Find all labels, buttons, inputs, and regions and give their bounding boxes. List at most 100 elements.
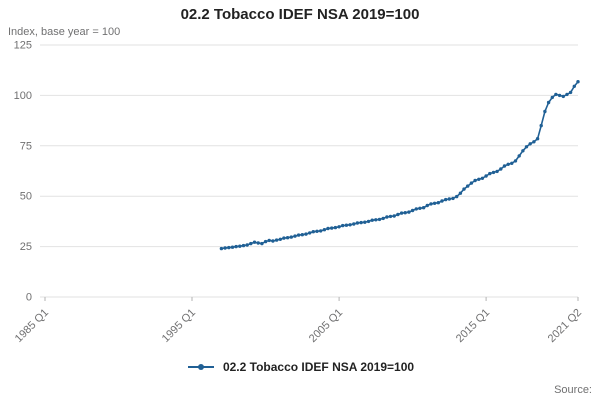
data-point — [561, 94, 565, 99]
legend: 02.2 Tobacco IDEF NSA 2019=100 — [0, 360, 600, 374]
data-point — [550, 95, 554, 100]
data-point — [447, 197, 451, 201]
data-point — [458, 191, 463, 195]
data-point — [256, 241, 260, 245]
data-point — [300, 233, 304, 237]
y-tick-label: 50 — [20, 191, 32, 203]
data-point — [282, 236, 286, 240]
y-axis-unit-label: Index, base year = 100 — [8, 26, 121, 38]
data-point — [418, 206, 422, 210]
data-point — [480, 176, 485, 180]
data-point — [554, 92, 558, 97]
data-point — [425, 203, 429, 208]
data-point — [491, 170, 496, 175]
data-point — [432, 201, 437, 205]
data-point — [230, 245, 235, 249]
data-point — [495, 169, 499, 174]
data-point — [528, 142, 532, 146]
data-point — [484, 174, 488, 178]
data-point — [337, 225, 341, 229]
data-point — [326, 226, 330, 231]
data-point — [455, 194, 459, 199]
y-tick-label: 100 — [14, 90, 32, 102]
data-point — [315, 229, 319, 233]
data-point — [308, 231, 312, 235]
data-point — [513, 159, 518, 163]
y-tick-label: 25 — [20, 241, 32, 253]
data-point — [374, 218, 378, 222]
data-point — [234, 244, 238, 249]
data-point — [388, 214, 393, 219]
chart-title: 02.2 Tobacco IDEF NSA 2019=100 — [180, 6, 420, 23]
data-point — [359, 220, 363, 225]
data-point — [263, 239, 268, 244]
data-point — [517, 154, 521, 158]
data-point — [469, 181, 474, 185]
y-tick-label: 75 — [20, 140, 32, 152]
y-tick-label: 0 — [26, 292, 32, 304]
data-point — [352, 222, 356, 226]
data-point — [260, 241, 264, 246]
data-point — [274, 238, 279, 242]
data-point — [219, 246, 224, 251]
data-point — [466, 184, 470, 188]
data-point — [392, 214, 396, 218]
data-point — [543, 109, 547, 114]
data-point — [403, 211, 407, 215]
data-point — [396, 212, 400, 217]
data-point — [421, 206, 426, 210]
data-point — [223, 246, 227, 250]
data-point — [451, 196, 455, 201]
data-point — [565, 92, 569, 97]
data-point — [241, 243, 246, 248]
data-line — [221, 81, 579, 250]
data-point — [271, 239, 275, 243]
data-point — [502, 164, 507, 168]
data-point — [333, 225, 338, 230]
data-point — [546, 100, 551, 105]
data-point — [370, 218, 374, 222]
data-point — [524, 145, 529, 149]
data-point — [304, 232, 308, 236]
data-point — [285, 236, 290, 240]
x-tick-label: 2015 Q1 — [454, 307, 492, 345]
data-point — [557, 93, 562, 98]
legend-label: 02.2 Tobacco IDEF NSA 2019=100 — [222, 360, 415, 374]
data-point — [267, 238, 271, 243]
data-point — [319, 229, 323, 233]
data-point — [363, 220, 367, 224]
data-point — [407, 210, 411, 214]
data-point — [341, 223, 345, 228]
data-point — [473, 178, 477, 183]
x-tick-label: 2021 Q2 — [546, 307, 584, 345]
data-point — [488, 171, 492, 176]
data-point — [330, 226, 334, 230]
data-point — [293, 234, 297, 238]
data-point — [521, 149, 525, 153]
data-point — [296, 233, 301, 237]
data-point — [238, 244, 242, 248]
data-point — [535, 137, 540, 141]
data-point — [344, 223, 349, 227]
data-point — [249, 241, 253, 246]
data-point — [227, 245, 231, 250]
plot-area: 0 25 50 75 100 125 1985 Q1 1995 Q1 2005 Q1 2015 Q… — [13, 40, 584, 345]
data-point — [289, 235, 293, 239]
y-tick-label: 125 — [14, 40, 32, 52]
data-point — [572, 84, 576, 88]
data-point — [410, 208, 415, 213]
data-point — [462, 187, 466, 191]
data-point — [499, 167, 503, 171]
data-point — [532, 140, 536, 144]
data-point — [355, 221, 360, 225]
data-point — [444, 197, 448, 202]
data-point — [510, 161, 514, 165]
data-point — [311, 230, 315, 234]
data-point — [436, 201, 440, 205]
x-tick-label: 2005 Q1 — [307, 307, 345, 345]
data-point — [568, 90, 573, 95]
data-point — [576, 80, 580, 84]
data-point — [377, 217, 382, 222]
data-point — [539, 123, 543, 128]
data-point — [477, 177, 481, 181]
